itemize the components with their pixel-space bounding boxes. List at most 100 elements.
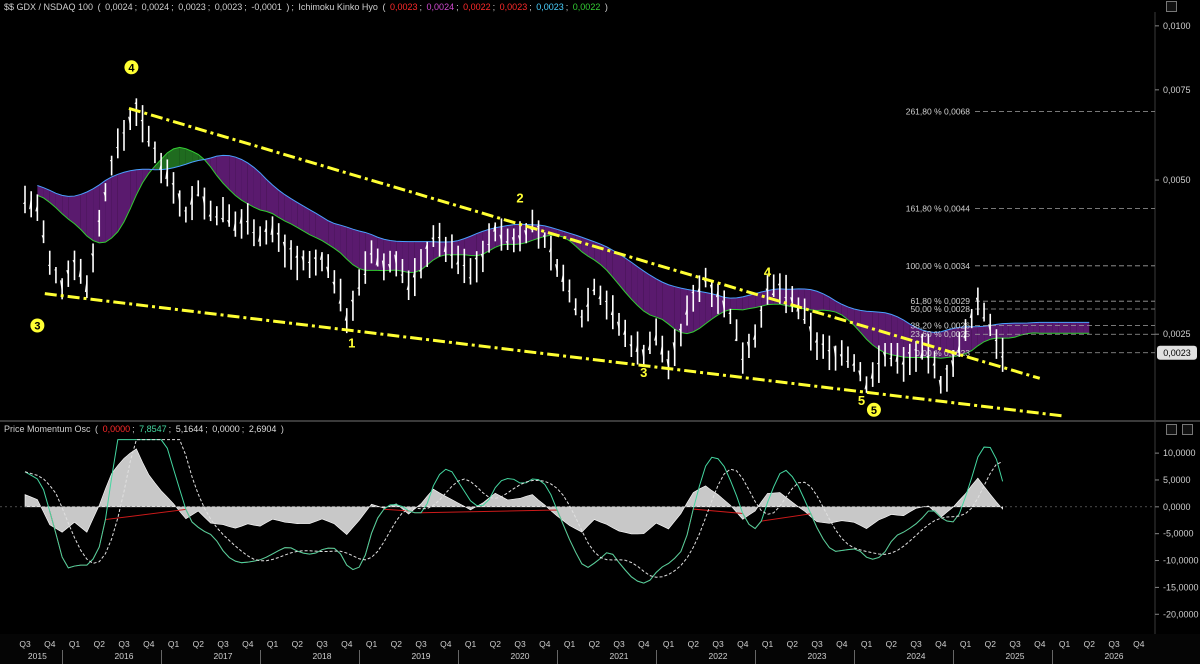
wave-label: 4 xyxy=(128,62,135,74)
quarter-label: Q3 xyxy=(217,639,229,649)
cloud-segment xyxy=(470,233,477,256)
cloud-segment xyxy=(971,326,978,351)
price-bar-tick xyxy=(29,198,32,210)
cloud-segment xyxy=(1027,322,1034,334)
price-bar-tick xyxy=(171,183,174,186)
cloud-segment xyxy=(439,241,446,257)
cloud-segment xyxy=(117,172,124,232)
price-bar-tick xyxy=(363,273,366,276)
cloud-segment xyxy=(792,288,799,308)
price-bar-tick xyxy=(672,342,676,352)
cloud-segment xyxy=(649,275,657,318)
cloud-segment xyxy=(451,240,459,255)
cloud-segment xyxy=(699,291,706,329)
price-axis-label: 0,0025 xyxy=(1163,329,1191,339)
cloud-segment xyxy=(216,155,223,184)
wave-label-circle xyxy=(124,60,139,75)
price-bar-tick xyxy=(808,326,812,334)
cloud-segment xyxy=(1076,322,1084,334)
price-bar-tick xyxy=(313,257,317,260)
cloud-segment xyxy=(130,169,137,209)
price-bar-tick xyxy=(957,343,960,354)
cloud-segment xyxy=(507,224,514,245)
quarter-label: Q3 xyxy=(1108,639,1120,649)
price-bar-tick xyxy=(604,300,607,303)
quarter-label: Q4 xyxy=(242,639,254,649)
main-pane-maximize-button[interactable] xyxy=(1166,1,1177,12)
cloud-segment xyxy=(80,191,87,236)
quarter-label: Q1 xyxy=(960,639,972,649)
cloud-segment xyxy=(637,266,644,312)
price-bar-tick xyxy=(511,237,515,243)
quarter-label: Q2 xyxy=(688,639,700,649)
quarter-label: Q1 xyxy=(168,639,180,649)
quarter-label: Q4 xyxy=(836,639,848,649)
cloud-segment xyxy=(736,296,743,310)
year-label: 2019 xyxy=(412,651,431,661)
price-bar-tick xyxy=(375,256,379,266)
oscillator-pane-close-button[interactable] xyxy=(1182,424,1193,435)
cloud-segment xyxy=(309,209,316,238)
cloud-segment xyxy=(427,241,434,265)
oscillator-axis-label: -10,0000 xyxy=(1163,556,1199,566)
cloud-segment xyxy=(501,225,508,245)
price-bar-tick xyxy=(920,350,923,359)
cloud-segment xyxy=(390,240,397,271)
cloud-segment xyxy=(977,326,985,346)
cloud-segment xyxy=(322,216,329,245)
cloud-segment xyxy=(328,220,335,249)
cloud-segment xyxy=(823,293,830,311)
wave-label: 3 xyxy=(34,320,40,332)
time-axis: Q3 Q4 Q1 Q2 Q3 Q4 Q1 Q2 Q3 Q4 Q1 Q2 Q3 Q4 Q1 Q2 Q3 Q4 Q1 Q2… xyxy=(19,639,1145,664)
ichimoku-value: 0,0023 xyxy=(536,2,564,12)
cloud-segment xyxy=(161,152,168,170)
price-bar-tick xyxy=(870,371,874,379)
price-bar-tick xyxy=(1000,356,1003,358)
ohlc-close: 0,0023 xyxy=(214,2,243,12)
oscillator-pane-maximize-button[interactable] xyxy=(1166,424,1177,435)
cloud-segment xyxy=(352,229,360,269)
quarter-label: Q3 xyxy=(1009,639,1021,649)
price-bar-tick xyxy=(153,147,156,149)
cloud-segment xyxy=(74,194,81,230)
cloud-segment xyxy=(371,234,378,271)
ichimoku-span-b xyxy=(37,154,1090,333)
quarter-label: Q3 xyxy=(415,639,427,649)
price-bar-tick xyxy=(858,370,861,378)
price-bar-tick xyxy=(592,288,595,292)
ichimoku-value: 0,0023 xyxy=(389,2,418,12)
price-bar-tick xyxy=(215,215,218,218)
cloud-segment xyxy=(315,213,322,241)
price-bar-tick xyxy=(827,349,830,352)
price-bar-tick xyxy=(505,241,509,244)
price-bar-tick xyxy=(666,359,669,369)
cloud-segment xyxy=(631,262,638,306)
cloud-segment xyxy=(711,293,718,320)
cloud-segment xyxy=(383,239,391,271)
cloud-segment xyxy=(990,324,997,340)
wave-label: 2 xyxy=(516,191,523,206)
cloud-segment xyxy=(748,293,756,309)
fibonacci-label: 100,00 % 0,0034 xyxy=(906,261,971,271)
cloud-segment xyxy=(476,231,483,256)
price-bar-tick xyxy=(536,226,539,228)
price-bar-tick xyxy=(338,298,342,304)
price-bar-tick xyxy=(196,194,199,197)
cloud-segment xyxy=(612,250,619,285)
price-bar-tick xyxy=(753,334,756,340)
price-bar-tick xyxy=(901,360,905,365)
price-bars xyxy=(23,98,1004,394)
fibonacci-label: 38,20 % 0,0026 xyxy=(910,320,970,330)
price-bar-tick xyxy=(357,287,360,289)
cloud-segment xyxy=(687,289,694,334)
quarter-label: Q1 xyxy=(762,639,774,649)
price-bar-tick xyxy=(877,362,880,365)
fibonacci-label: 0,00 % 0,0023 xyxy=(915,348,970,358)
price-bar-tick xyxy=(443,244,447,253)
cloud-segment xyxy=(68,196,75,224)
year-label: 2020 xyxy=(511,651,530,661)
oscillator-value: 0,0000 xyxy=(102,424,131,434)
quarter-label: Q3 xyxy=(316,639,328,649)
price-bar-tick xyxy=(202,196,205,206)
